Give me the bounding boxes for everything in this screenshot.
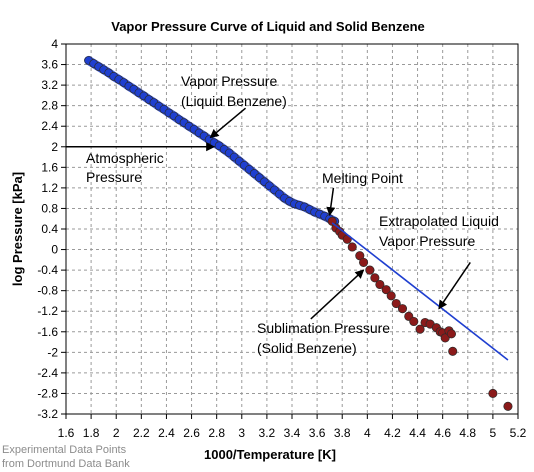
y-tick-label: 3.6	[41, 58, 58, 72]
annotation-vapor-pressure-line-2: (Liquid Benzene)	[181, 93, 287, 109]
y-tick-label: -2.4	[37, 366, 58, 380]
solid-data-point	[365, 265, 375, 275]
extrapolation-lines	[331, 222, 509, 361]
liquid-benzene-series	[84, 55, 340, 226]
x-tick-label: 4.4	[409, 426, 426, 440]
annotation-sublimation: Sublimation Pressure (Solid Benzene)	[257, 320, 394, 356]
y-tick-label: 0.8	[41, 201, 58, 215]
solid-data-point	[391, 298, 401, 309]
solid-data-point	[359, 257, 369, 267]
y-axis-ticks: 4 3.6 3.2 2.8 2.4 2 1.6 1.2 0.8 0.4 0 -0.4 -0.8 -1.2 -…	[37, 37, 66, 421]
x-tick-label: 2	[113, 426, 120, 440]
y-tick-label: 2.8	[41, 99, 58, 113]
annotation-atmospheric-pressure-line-2: Pressure	[86, 169, 142, 185]
vapor-pressure-arrow	[209, 107, 247, 139]
y-tick-label: -1.6	[37, 325, 58, 339]
x-tick-label: 5.2	[510, 426, 527, 440]
x-tick-label: 2.8	[208, 426, 225, 440]
solid-data-point	[381, 285, 391, 295]
annotation-vapor-pressure-line-1: Vapor Pressure	[181, 73, 277, 89]
x-tick-label: 2.2	[133, 426, 150, 440]
chart-title: Vapor Pressure Curve of Liquid and Solid…	[111, 19, 425, 34]
x-axis-ticks: 1.6 1.8 2 2.2 2.4 2.6 2.8 3 3.2 3.4 3.6 3.8 4 4.2 4.4 4…	[58, 414, 527, 440]
x-tick-label: 4.2	[384, 426, 401, 440]
y-axis-label: log Pressure [kPa]	[10, 172, 25, 286]
y-tick-label: 0	[51, 243, 58, 257]
solid-data-point	[503, 401, 513, 411]
annotation-extrapolated-line-1: Extrapolated Liquid	[379, 213, 499, 229]
annotation-atmospheric-pressure-line-1: Atmospheric	[86, 150, 164, 166]
x-axis-label: 1000/Temperature [K]	[204, 447, 336, 462]
x-tick-label: 1.8	[83, 426, 100, 440]
annotation-sublimation-line-2: (Solid Benzene)	[257, 340, 357, 356]
y-tick-label: 4	[51, 37, 58, 51]
solid-data-point	[347, 242, 357, 252]
y-tick-label: -3.2	[37, 407, 58, 421]
solid-data-point	[409, 316, 419, 327]
melting-point-arrow	[326, 187, 336, 217]
credit-line-1: Experimental Data Points	[2, 444, 127, 456]
annotation-melting-point: Melting Point	[322, 170, 403, 186]
x-tick-label: 1.6	[58, 426, 75, 440]
solid-data-point	[415, 324, 425, 334]
solid-benzene-series	[327, 216, 513, 411]
x-tick-label: 3	[238, 426, 245, 440]
x-tick-label: 4.6	[434, 426, 451, 440]
annotation-atmospheric-pressure: Atmospheric Pressure	[86, 150, 168, 185]
y-tick-label: 2	[51, 140, 58, 154]
solid-data-point	[446, 329, 457, 339]
annotation-arrows	[66, 107, 471, 320]
data-credit: Experimental Data Points from Dortmund D…	[2, 444, 130, 470]
solid-data-point	[488, 388, 498, 398]
x-tick-label: 2.4	[158, 426, 175, 440]
x-tick-label: 3.2	[259, 426, 276, 440]
data-series	[84, 55, 513, 411]
credit-line-2: from Dortmund Data Bank	[2, 458, 130, 470]
annotation-extrapolated: Extrapolated Liquid Vapor Pressure	[379, 213, 503, 249]
y-tick-label: -2.8	[37, 386, 58, 400]
y-tick-label: -1.2	[37, 304, 58, 318]
solid-data-point	[370, 273, 380, 283]
x-tick-label: 3.8	[334, 426, 351, 440]
solid-data-point	[440, 333, 450, 343]
solid-data-point	[448, 346, 458, 356]
extrapolated-arrow	[438, 261, 471, 310]
x-tick-label: 3.6	[309, 426, 326, 440]
x-tick-label: 3.4	[284, 426, 301, 440]
sublimation-arrow	[310, 269, 365, 320]
y-tick-label: 0.4	[41, 222, 58, 236]
annotation-melting-point-line-1: Melting Point	[322, 170, 403, 186]
solid-data-point	[375, 279, 385, 290]
solid-data-point	[397, 304, 408, 314]
annotation-sublimation-line-1: Sublimation Pressure	[257, 320, 390, 336]
solid-data-point	[386, 291, 396, 301]
x-tick-label: 4	[364, 426, 371, 440]
annotation-extrapolated-line-2: Vapor Pressure	[379, 233, 475, 249]
y-tick-label: 2.4	[41, 119, 58, 133]
y-tick-label: 1.2	[41, 181, 58, 195]
plot-frame	[65, 43, 519, 415]
y-tick-label: 1.6	[41, 160, 58, 174]
x-tick-label: 5	[490, 426, 497, 440]
y-tick-label: -0.4	[37, 263, 58, 277]
y-tick-label: -2	[47, 345, 58, 359]
y-tick-label: 3.2	[41, 78, 58, 92]
x-tick-label: 2.6	[183, 426, 200, 440]
extrapolated-liquid-line	[331, 222, 509, 361]
annotation-vapor-pressure: Vapor Pressure (Liquid Benzene)	[181, 73, 287, 109]
grid	[66, 44, 518, 414]
y-tick-label: -0.8	[37, 284, 58, 298]
x-tick-label: 4.8	[459, 426, 476, 440]
